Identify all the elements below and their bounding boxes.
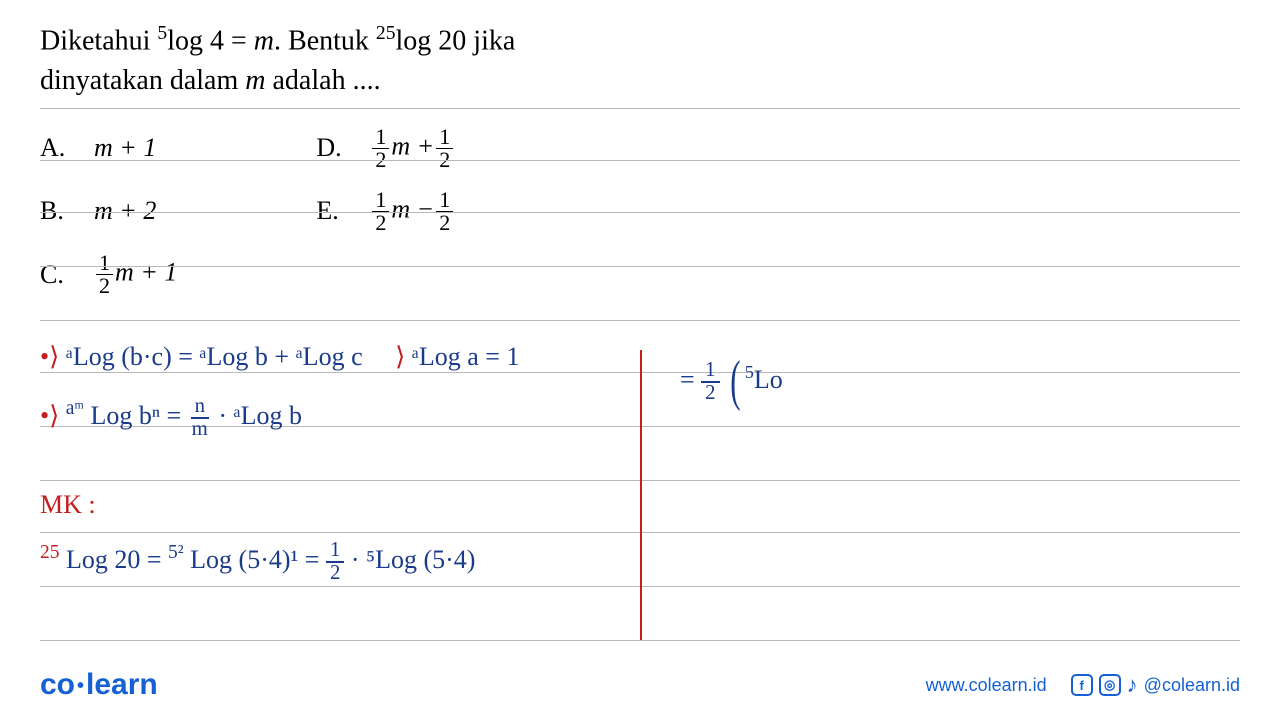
tiktok-icon: ♪	[1127, 672, 1138, 698]
step-base: 25	[40, 542, 60, 563]
opt-d-frac-n: 1	[372, 126, 389, 149]
mk-label: MK :	[40, 490, 96, 520]
rule-1: •⟩ ᵃLog (b·c) = ᵃLog b + ᵃLog c ⟩ ᵃLog a…	[40, 342, 519, 372]
brand-b: learn	[86, 668, 158, 701]
brand-logo: co•learn	[40, 668, 158, 702]
footer-url: www.colearn.id	[926, 675, 1047, 696]
opt-e-frac2-n: 1	[436, 189, 453, 212]
rule2-bullet: •⟩	[40, 401, 59, 430]
rule1-text: ᵃLog (b·c) = ᵃLog b + ᵃLog c	[66, 342, 363, 371]
opt-a-label: A.	[40, 133, 70, 163]
opt-e-frac-d: 2	[372, 212, 389, 234]
q-mid: . Bentuk	[274, 25, 376, 56]
facebook-icon: f	[1071, 674, 1093, 696]
brand-a: co	[40, 668, 75, 701]
opt-e-frac-n: 1	[372, 189, 389, 212]
step-a: Log 20 =	[60, 545, 169, 574]
q-log1: log 4 =	[167, 25, 254, 56]
question-text: Diketahui 5log 4 = m. Bentuk 25log 20 ji…	[40, 20, 1240, 100]
rule2-fn: n	[191, 396, 209, 419]
rule1b-text: ᵃLog a = 1	[412, 342, 520, 371]
option-c: C. 12m + 1	[40, 252, 177, 297]
opt-a-text: m + 1	[94, 133, 156, 163]
q-var2: m	[245, 65, 265, 96]
right-eq: =	[680, 365, 701, 394]
q-base2: 25	[376, 23, 396, 44]
rule-2: •⟩ aᵐ Log bⁿ = nm · ᵃLog b	[40, 396, 302, 440]
mk-text: MK :	[40, 490, 96, 519]
opt-c-frac-d: 2	[96, 275, 113, 297]
step-c: · ⁵Log (5·4)	[344, 545, 475, 574]
step-fn: 1	[326, 540, 344, 563]
q-var1: m	[254, 25, 274, 56]
right-sup: 5	[745, 362, 754, 382]
rule1b-bullet: ⟩	[395, 342, 405, 371]
footer-right: www.colearn.id f ◎ ♪ @colearn.id	[926, 672, 1240, 698]
rule2-base: aᵐ	[66, 398, 84, 419]
rule2-fd: m	[188, 419, 212, 440]
rule2-rhs: · ᵃLog b	[212, 401, 302, 430]
rule2-lhs: Log bⁿ =	[84, 401, 188, 430]
big-paren-icon: (	[730, 362, 740, 401]
opt-d-mid: m +	[391, 131, 434, 160]
right-fd: 2	[701, 383, 719, 404]
opt-e-frac2-d: 2	[436, 212, 453, 234]
q-pre: Diketahui	[40, 25, 157, 56]
options-row-3: C. 12m + 1	[40, 252, 1240, 297]
dot-icon: •	[77, 675, 84, 697]
social-icons: f ◎ ♪ @colearn.id	[1071, 672, 1240, 698]
step-line: 25 Log 20 = 5² Log (5·4)¹ = 12 · ⁵Log (5…	[40, 540, 475, 584]
opt-d-label: D.	[316, 133, 346, 163]
q-line2: dinyatakan dalam	[40, 65, 245, 96]
q-log2: log 20 jika	[396, 25, 516, 56]
divider-vertical	[640, 350, 642, 640]
opt-c-label: C.	[40, 260, 70, 290]
footer: co•learn www.colearn.id f ◎ ♪ @colearn.i…	[40, 668, 1240, 702]
step-b-base: 5²	[168, 542, 184, 563]
instagram-icon: ◎	[1099, 674, 1121, 696]
right-expr: = 12 (5Lo	[680, 360, 783, 404]
step-b: Log (5·4)¹ =	[184, 545, 326, 574]
q-base1: 5	[157, 23, 167, 44]
opt-c-rest: m + 1	[115, 258, 177, 287]
opt-c-frac-n: 1	[96, 252, 113, 275]
options-row-1: A. m + 1 D. 12m +12	[40, 126, 1240, 171]
q-end: adalah ....	[266, 65, 381, 96]
option-a: A. m + 1	[40, 126, 156, 171]
right-fn: 1	[701, 360, 719, 383]
rule1-bullet: •⟩	[40, 342, 59, 371]
right-rest: Lo	[754, 365, 783, 394]
opt-d-frac2-n: 1	[436, 126, 453, 149]
opt-e-mid: m −	[391, 194, 434, 223]
step-fd: 2	[326, 563, 344, 584]
footer-handle: @colearn.id	[1144, 675, 1240, 696]
option-d: D. 12m +12	[316, 126, 455, 171]
